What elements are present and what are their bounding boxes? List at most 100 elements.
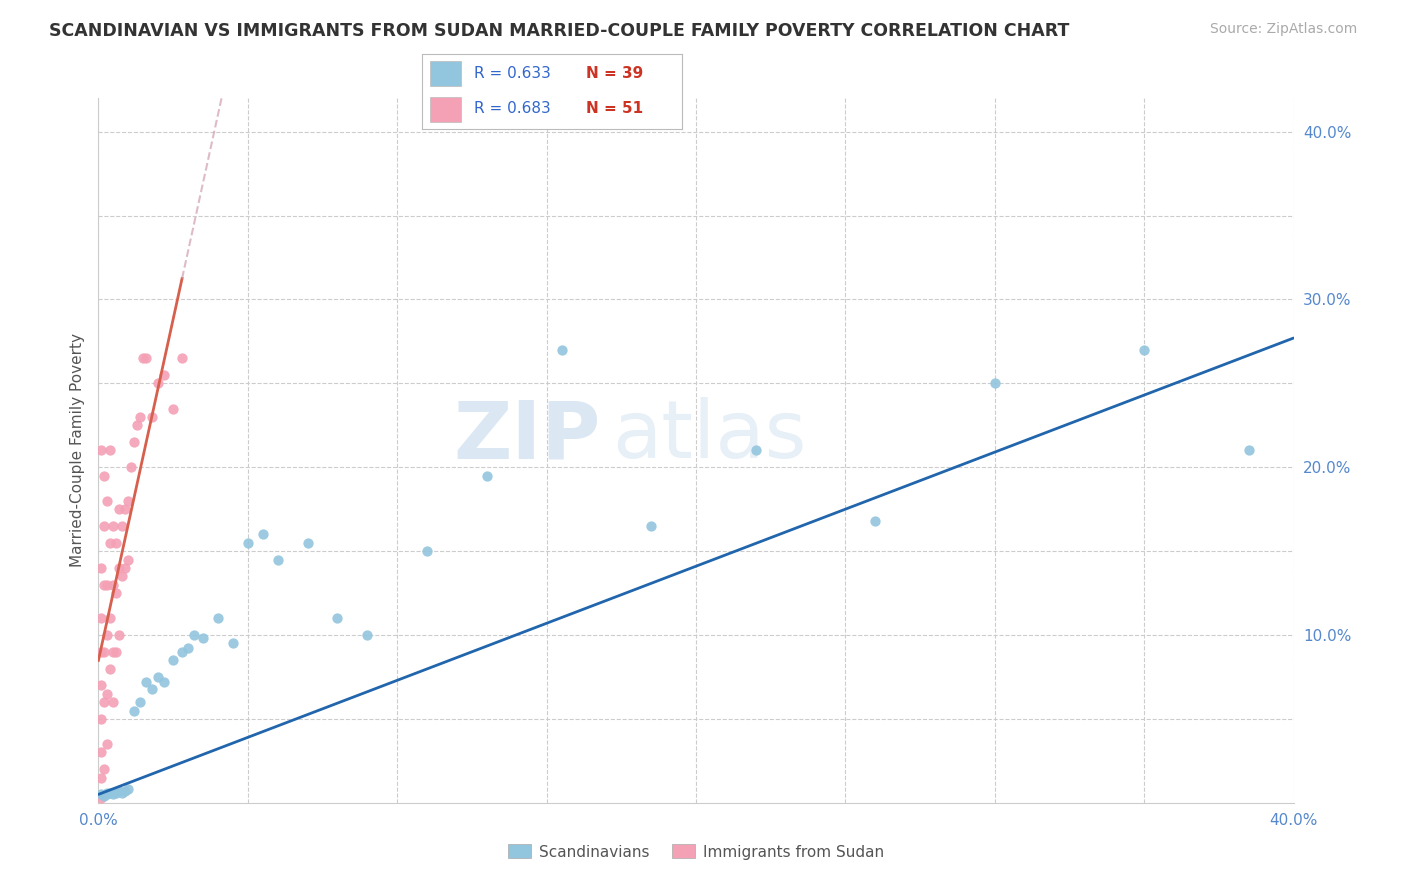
Point xyxy=(550,343,572,357)
Point xyxy=(326,611,349,625)
Point xyxy=(90,611,112,625)
Point xyxy=(90,790,112,805)
Text: SCANDINAVIAN VS IMMIGRANTS FROM SUDAN MARRIED-COUPLE FAMILY POVERTY CORRELATION : SCANDINAVIAN VS IMMIGRANTS FROM SUDAN MA… xyxy=(49,22,1070,40)
Point xyxy=(111,786,134,800)
Point xyxy=(172,351,194,366)
Point xyxy=(98,662,122,676)
Point xyxy=(984,376,1007,391)
Point xyxy=(96,493,118,508)
Point xyxy=(108,502,131,516)
Point xyxy=(148,670,170,684)
Legend: Scandinavians, Immigrants from Sudan: Scandinavians, Immigrants from Sudan xyxy=(502,838,890,865)
FancyBboxPatch shape xyxy=(430,62,461,87)
Point xyxy=(135,675,157,690)
Point xyxy=(90,443,112,458)
Point xyxy=(93,695,115,709)
Point xyxy=(1133,343,1156,357)
Point xyxy=(129,695,152,709)
Point xyxy=(183,628,205,642)
Point xyxy=(103,519,125,533)
Point xyxy=(114,502,136,516)
Point xyxy=(162,401,184,416)
Point xyxy=(236,535,259,549)
Point xyxy=(90,678,112,692)
Point xyxy=(93,577,115,591)
Point xyxy=(90,712,112,726)
Point xyxy=(90,771,112,785)
Point xyxy=(135,351,157,366)
Point xyxy=(98,786,122,800)
Point xyxy=(191,632,214,646)
Point xyxy=(153,368,176,382)
Point xyxy=(103,695,125,709)
Point xyxy=(96,577,118,591)
Point xyxy=(267,552,290,566)
Text: R = 0.633: R = 0.633 xyxy=(474,66,551,81)
Point xyxy=(103,788,125,802)
Point xyxy=(117,493,139,508)
Point xyxy=(222,636,245,650)
Point xyxy=(105,535,128,549)
Point xyxy=(93,645,115,659)
Point xyxy=(153,675,176,690)
Point xyxy=(141,409,163,424)
Point xyxy=(177,641,200,656)
Point xyxy=(108,628,131,642)
Point xyxy=(172,645,194,659)
Point xyxy=(162,653,184,667)
Point xyxy=(356,628,378,642)
Point xyxy=(252,527,274,541)
Text: N = 51: N = 51 xyxy=(586,102,643,116)
Point xyxy=(90,645,112,659)
Point xyxy=(96,628,118,642)
Point xyxy=(98,443,122,458)
Point xyxy=(93,519,115,533)
Point xyxy=(98,535,122,549)
Point xyxy=(90,746,112,760)
Point xyxy=(105,786,128,800)
Point xyxy=(127,418,149,433)
Point xyxy=(114,784,136,798)
Point xyxy=(96,788,118,802)
Text: Source: ZipAtlas.com: Source: ZipAtlas.com xyxy=(1209,22,1357,37)
Point xyxy=(93,789,115,803)
Point xyxy=(96,786,118,800)
Point xyxy=(148,376,170,391)
Point xyxy=(98,611,122,625)
Point xyxy=(129,409,152,424)
Text: atlas: atlas xyxy=(613,397,807,475)
Point xyxy=(90,788,112,802)
Point xyxy=(120,460,142,475)
Point xyxy=(117,552,139,566)
Point xyxy=(103,645,125,659)
Point xyxy=(1237,443,1260,458)
Y-axis label: Married-Couple Family Poverty: Married-Couple Family Poverty xyxy=(69,334,84,567)
Text: R = 0.683: R = 0.683 xyxy=(474,102,551,116)
Point xyxy=(117,782,139,797)
Point xyxy=(111,519,134,533)
Point xyxy=(124,704,146,718)
Point xyxy=(93,468,115,483)
Point xyxy=(124,435,146,450)
Point xyxy=(297,535,319,549)
Point xyxy=(108,561,131,575)
Point xyxy=(90,561,112,575)
Point xyxy=(93,762,115,776)
Point xyxy=(111,569,134,583)
FancyBboxPatch shape xyxy=(430,96,461,122)
Point xyxy=(105,645,128,659)
Point xyxy=(745,443,768,458)
Point xyxy=(108,784,131,798)
Point xyxy=(105,586,128,600)
Point xyxy=(207,611,229,625)
Text: N = 39: N = 39 xyxy=(586,66,643,81)
Text: ZIP: ZIP xyxy=(453,397,600,475)
Point xyxy=(114,561,136,575)
Point xyxy=(475,468,498,483)
Point xyxy=(865,514,887,528)
Point xyxy=(96,737,118,751)
Point xyxy=(132,351,155,366)
Point xyxy=(416,544,439,558)
Point xyxy=(141,681,163,696)
Point xyxy=(640,519,662,533)
